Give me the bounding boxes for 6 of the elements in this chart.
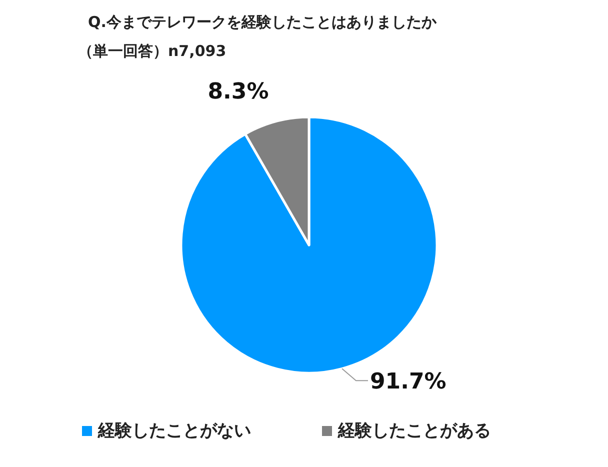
data-label: 91.7% xyxy=(370,370,446,395)
legend-label: 経験したことがある xyxy=(337,421,491,441)
legend-label: 経験したことがない xyxy=(97,421,251,441)
chart-title: Q.今までテレワークを経験したことはありましたか xyxy=(88,13,438,31)
data-label: 8.3% xyxy=(208,79,269,104)
chart-subtitle: （単一回答）n7,093 xyxy=(78,42,226,60)
